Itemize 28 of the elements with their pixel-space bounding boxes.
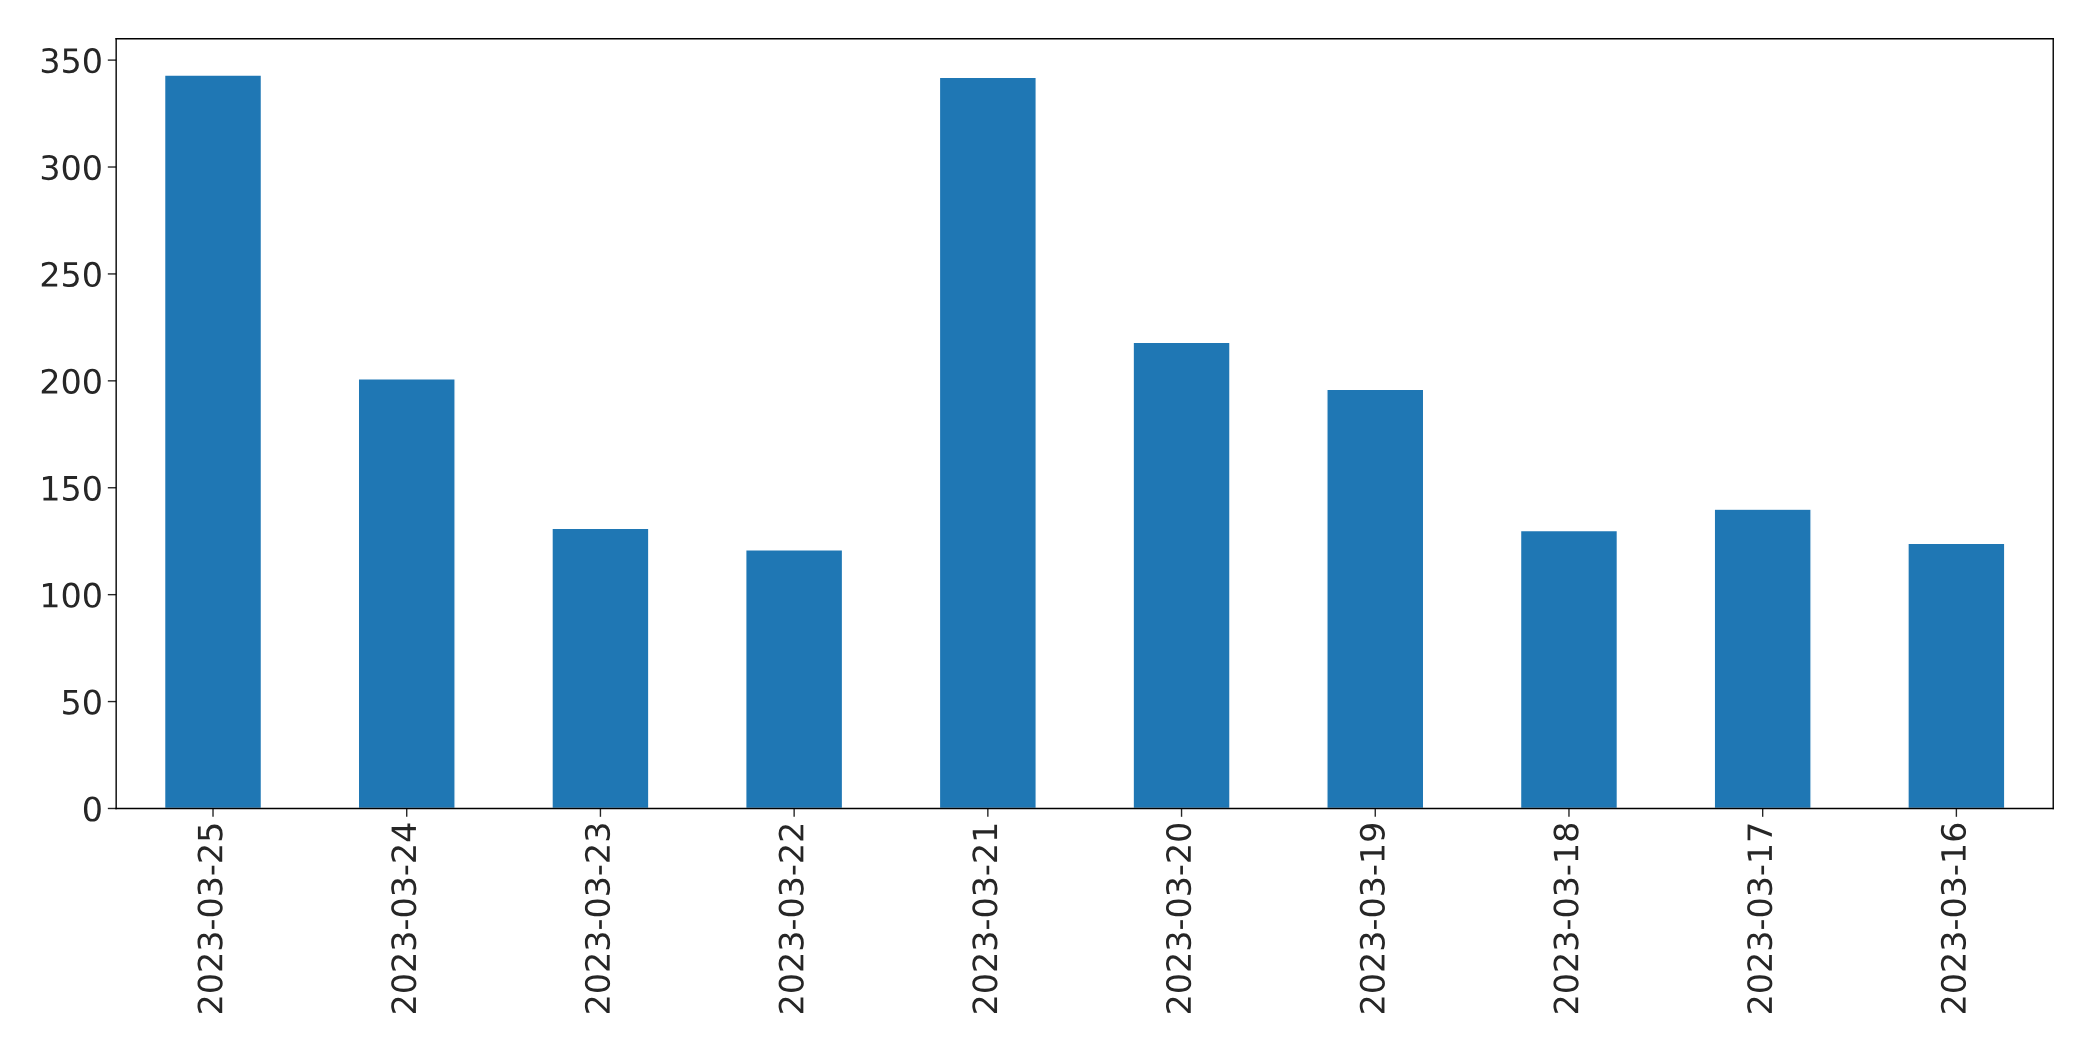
y-tick-label: 50 <box>63 689 101 715</box>
y-tick-label: 350 <box>41 48 101 74</box>
x-tick-label: 2023-03-23 <box>584 824 611 1013</box>
bar <box>1907 542 2006 809</box>
y-tick-label: 250 <box>41 261 101 288</box>
x-tick-label: 2023-03-18 <box>1553 823 1579 1013</box>
bar <box>551 527 650 809</box>
x-tick-label: 2023-03-24 <box>391 823 417 1013</box>
y-tick-label: 100 <box>43 582 101 608</box>
x-tick-label: 2023-03-22 <box>778 825 804 1013</box>
y-tick-label: 150 <box>43 475 101 501</box>
bar <box>357 378 456 809</box>
x-tick-label: 2023-03-19 <box>1359 824 1385 1013</box>
x-tick-label: 2023-03-17 <box>1747 824 1773 1013</box>
x-tick-label: 2023-03-25 <box>197 824 223 1013</box>
bar <box>1713 508 1812 809</box>
y-tick-label: 0 <box>83 796 101 822</box>
x-tick-label: 2023-03-20 <box>1166 823 1192 1013</box>
bar <box>1519 529 1619 809</box>
bar <box>745 549 844 809</box>
bar <box>1132 341 1231 809</box>
x-tick-label: 2023-03-21 <box>972 824 998 1013</box>
x-tick-label: 2023-03-16 <box>1940 823 1967 1013</box>
bar <box>938 76 1037 809</box>
y-tick-label: 300 <box>41 154 101 181</box>
bar <box>1326 388 1425 809</box>
bar <box>163 74 263 809</box>
y-tick-label: 200 <box>41 368 101 394</box>
